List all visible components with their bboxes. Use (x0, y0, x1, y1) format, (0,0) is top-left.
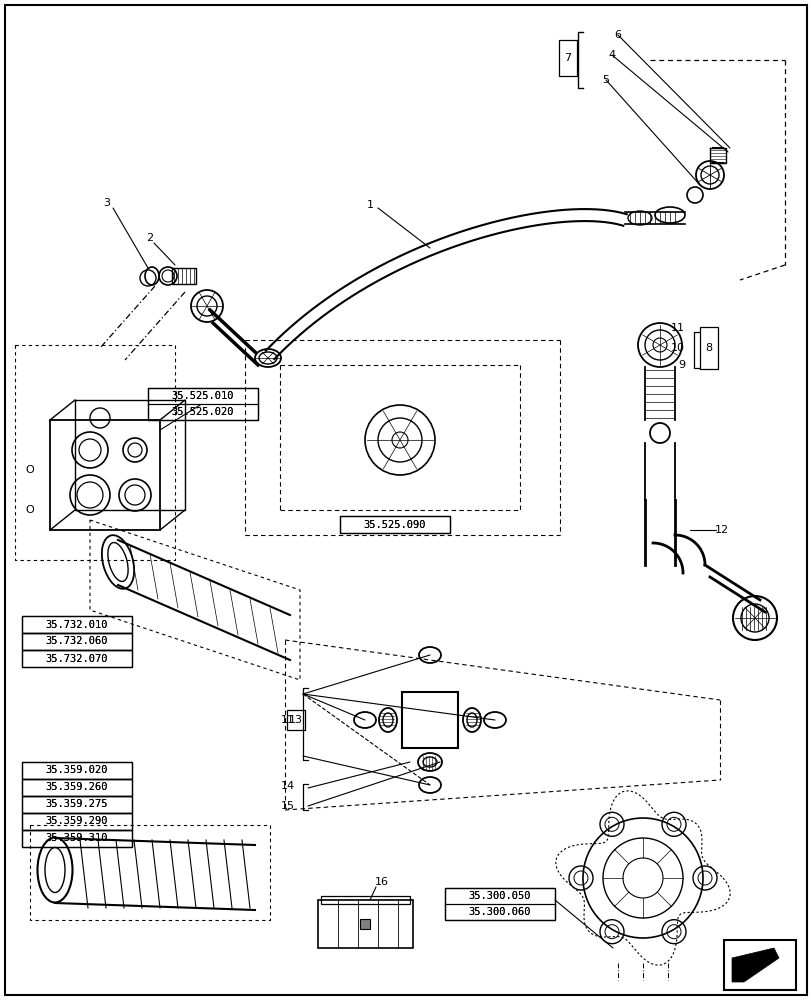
Text: 35.525.090: 35.525.090 (363, 520, 426, 530)
Text: 13: 13 (289, 715, 303, 725)
Text: 35.359.020: 35.359.020 (45, 765, 108, 775)
Bar (22, 616, 132, 633)
Bar (22, 813, 132, 830)
Text: 5: 5 (602, 75, 609, 85)
Text: O: O (26, 505, 34, 515)
Bar (148, 388, 258, 420)
Text: 35.359.310: 35.359.310 (45, 833, 108, 843)
Text: 7: 7 (564, 53, 571, 63)
Text: 35.525.020: 35.525.020 (172, 407, 234, 417)
Text: 35.732.060: 35.732.060 (45, 637, 108, 647)
Bar (22, 762, 132, 779)
Text: 35.359.290: 35.359.290 (45, 816, 108, 826)
Text: 14: 14 (281, 781, 294, 791)
Text: 11: 11 (670, 323, 684, 333)
Text: 10: 10 (670, 343, 684, 353)
Text: 15: 15 (281, 801, 294, 811)
Bar (22, 779, 132, 796)
Bar (22, 633, 132, 650)
Text: 8: 8 (705, 343, 712, 353)
Bar (148, 388, 258, 420)
Bar (22, 616, 132, 633)
Text: 35.359.275: 35.359.275 (45, 799, 108, 809)
Bar (22, 796, 132, 813)
Bar (22, 813, 132, 830)
Bar (22, 650, 132, 667)
Text: 35.300.060: 35.300.060 (468, 907, 530, 917)
Text: 2: 2 (146, 233, 153, 243)
Text: 35.732.010: 35.732.010 (45, 619, 108, 630)
Text: 35.359.290: 35.359.290 (45, 816, 108, 826)
Text: 35.300.060: 35.300.060 (468, 907, 530, 917)
Bar (340, 516, 449, 533)
Text: 35.732.060: 35.732.060 (45, 637, 108, 647)
Text: 35.300.050: 35.300.050 (468, 891, 530, 901)
Text: 35.525.010: 35.525.010 (172, 391, 234, 401)
Polygon shape (731, 948, 778, 982)
Text: 6: 6 (614, 30, 620, 40)
Text: 35.359.260: 35.359.260 (45, 782, 108, 792)
Bar (699, 327, 717, 369)
Bar (172, 268, 195, 284)
Bar (340, 516, 449, 533)
Text: 3: 3 (103, 198, 110, 208)
Text: 12: 12 (714, 525, 728, 535)
Text: 35.525.090: 35.525.090 (363, 520, 426, 530)
Bar (558, 40, 577, 76)
Text: 35.359.020: 35.359.020 (45, 765, 108, 775)
Text: 4: 4 (607, 50, 615, 60)
Text: 35.525.010: 35.525.010 (172, 391, 234, 401)
Bar (401, 692, 457, 748)
Text: 35.359.275: 35.359.275 (45, 799, 108, 809)
Bar (22, 779, 132, 796)
Text: 35.732.070: 35.732.070 (45, 654, 108, 664)
Bar (286, 710, 305, 730)
Bar (444, 888, 554, 920)
Text: 35.300.050: 35.300.050 (468, 891, 530, 901)
Text: 35.359.260: 35.359.260 (45, 782, 108, 792)
Text: 35.525.020: 35.525.020 (172, 407, 234, 417)
Bar (723, 940, 795, 990)
Text: 35.732.070: 35.732.070 (45, 654, 108, 664)
Text: 9: 9 (677, 360, 684, 370)
Bar (320, 896, 410, 904)
Bar (359, 919, 370, 929)
Bar (22, 633, 132, 650)
Bar (22, 762, 132, 779)
Bar (22, 650, 132, 667)
Bar (444, 888, 554, 920)
Text: 16: 16 (375, 877, 388, 887)
Text: O: O (26, 465, 34, 475)
Text: 11: 11 (281, 715, 294, 725)
Bar (22, 830, 132, 847)
Bar (318, 900, 413, 948)
Text: 35.359.310: 35.359.310 (45, 833, 108, 843)
Bar (22, 796, 132, 813)
Text: 35.732.010: 35.732.010 (45, 619, 108, 630)
Bar (22, 830, 132, 847)
Bar (50, 420, 160, 530)
Text: 1: 1 (366, 200, 373, 210)
